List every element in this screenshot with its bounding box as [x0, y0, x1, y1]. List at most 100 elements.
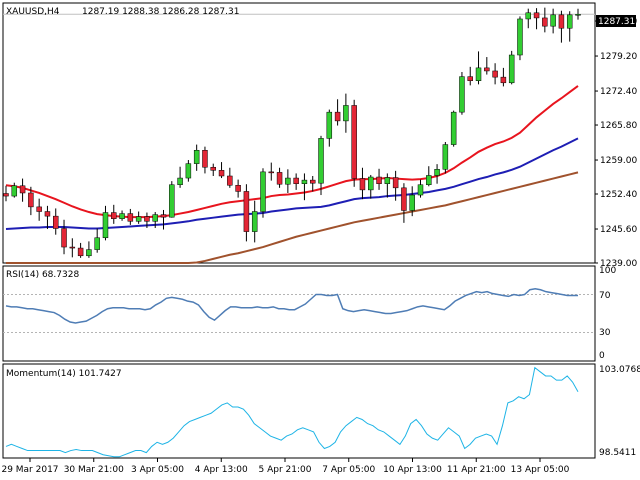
- rsi-tick-70: 70: [599, 291, 611, 301]
- candle: [343, 93, 349, 133]
- candle: [251, 200, 258, 243]
- bull-candle-body: [384, 177, 391, 184]
- candle: [36, 198, 42, 221]
- candle: [218, 162, 225, 179]
- candle: [94, 228, 100, 253]
- time-axis[interactable]: 29 Mar 2017 30 Mar 21:00 3 Apr 05:00 4 Apr …: [1, 458, 570, 475]
- ma-slow-line: [6, 171, 579, 264]
- candle: [202, 146, 208, 174]
- momentum-tick-top: 103.0768: [599, 365, 640, 375]
- bear-candle-body: [28, 192, 34, 208]
- candle: [127, 208, 134, 225]
- candle: [260, 168, 266, 218]
- ma-fast-line: [5, 85, 579, 219]
- candle: [392, 170, 399, 201]
- bear-candle-body: [111, 212, 117, 219]
- bear-candle-body: [127, 213, 134, 222]
- candle: [268, 162, 275, 181]
- candle: [144, 212, 150, 228]
- ma-mid-line: [5, 137, 579, 231]
- bear-candle-body: [227, 175, 233, 186]
- candle: [575, 8, 581, 20]
- candle: [384, 173, 391, 198]
- bear-candle-body: [376, 176, 382, 184]
- bear-candle-body: [268, 171, 275, 174]
- bull-candle-body: [260, 171, 266, 212]
- candle: [185, 160, 192, 182]
- current-price-tag: 1287.31: [596, 15, 636, 27]
- bull-candle-body: [426, 175, 432, 185]
- bear-candle-body: [53, 215, 59, 229]
- bear-candle-body: [334, 111, 341, 122]
- candle: [135, 211, 142, 224]
- bull-candle-body: [169, 184, 175, 218]
- candle: [550, 8, 556, 34]
- bear-candle-body: [359, 178, 366, 191]
- candle: [351, 99, 357, 187]
- candle: [102, 205, 109, 241]
- current-price-label: 1287.31: [598, 17, 635, 27]
- bear-candle-body: [293, 177, 299, 184]
- rsi-tick-30: 30: [599, 328, 611, 338]
- bear-candle-body: [484, 67, 490, 72]
- bull-candle-body: [193, 149, 200, 164]
- candle: [210, 163, 216, 176]
- bear-candle-body: [19, 185, 26, 194]
- momentum-axis[interactable]: 103.0768 98.5411: [599, 365, 640, 458]
- bear-candle-body: [467, 76, 473, 81]
- rsi-axis[interactable]: 100 70 30 0: [599, 266, 616, 361]
- candle: [285, 169, 291, 193]
- bull-candle-body: [102, 212, 109, 239]
- price-pane[interactable]: XAUUSD,H4 1287.19 1288.38 1286.28 1287.3…: [2, 2, 637, 269]
- bear-candle-body: [500, 76, 507, 84]
- rsi-pane[interactable]: RSI(14) 68.7328 100 70 30 0: [2, 265, 616, 362]
- candle: [28, 186, 34, 216]
- candle: [293, 173, 299, 190]
- bear-candle-body: [309, 179, 316, 184]
- candle: [309, 175, 316, 192]
- bull-candle-body: [508, 54, 515, 84]
- bear-candle-body: [202, 149, 208, 168]
- time-tick-label: 29 Mar 2017: [1, 465, 58, 475]
- bull-candle-body: [152, 214, 158, 222]
- bull-candle-body: [119, 213, 125, 219]
- bear-candle-body: [401, 187, 407, 211]
- bull-candle-body: [434, 169, 440, 176]
- bull-candle-body: [94, 237, 100, 250]
- candle: [276, 167, 283, 188]
- candle: [326, 109, 333, 147]
- candle: [235, 179, 241, 198]
- candle: [558, 10, 565, 43]
- bear-candle-body: [392, 177, 399, 189]
- bear-candle-body: [144, 216, 150, 222]
- price-tick-label: 1259.00: [600, 156, 637, 166]
- candle: [53, 208, 59, 235]
- bull-candle-body: [343, 105, 349, 122]
- bull-candle-body: [177, 177, 183, 185]
- candle: [119, 210, 125, 221]
- candle: [77, 242, 84, 258]
- price-tick-label: 1239.00: [600, 259, 637, 269]
- candle: [450, 110, 457, 147]
- candle: [227, 167, 233, 188]
- bull-candle-body: [409, 194, 415, 211]
- bull-candle-body: [301, 179, 308, 184]
- candle: [160, 209, 167, 230]
- bear-candle-body: [218, 170, 225, 177]
- bear-candle-body: [243, 191, 250, 232]
- price-tick-label: 1245.60: [600, 225, 637, 235]
- price-tick-label: 1252.40: [600, 190, 637, 200]
- bull-candle-body: [459, 76, 465, 113]
- candle: [193, 144, 200, 171]
- rsi-tick-100: 100: [599, 266, 616, 276]
- bear-candle-body: [235, 185, 241, 192]
- momentum-pane[interactable]: Momentum(14) 101.7427 103.0768 98.5411: [2, 363, 640, 459]
- candle: [467, 66, 473, 86]
- bull-candle-body: [11, 185, 18, 197]
- candle: [525, 8, 531, 29]
- bear-candle-body: [533, 12, 540, 19]
- candle: [434, 164, 440, 184]
- candle: [111, 204, 117, 224]
- bear-candle-body: [69, 246, 76, 249]
